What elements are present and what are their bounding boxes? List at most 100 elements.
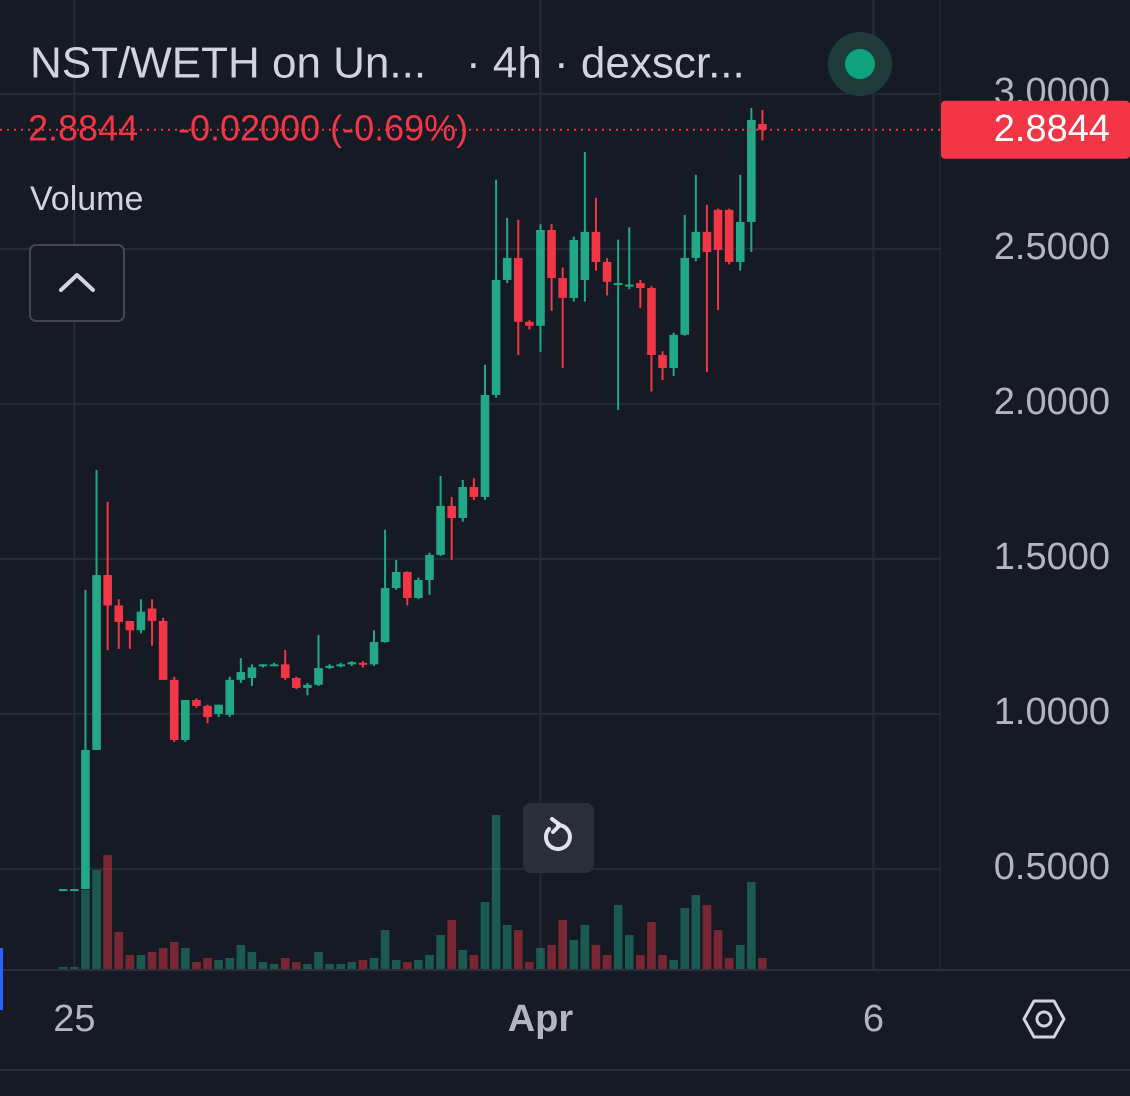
volume-bar xyxy=(303,964,312,970)
candle-body xyxy=(758,124,767,130)
volume-bar xyxy=(125,955,135,970)
volume-bar xyxy=(613,905,623,970)
candle-body xyxy=(258,664,268,667)
volume-bar xyxy=(458,950,468,970)
candle-body xyxy=(491,279,501,395)
candle-body xyxy=(369,642,379,665)
candle-body xyxy=(92,575,101,750)
volume-bar xyxy=(225,958,235,970)
candle-body xyxy=(658,354,667,368)
volume-bar xyxy=(414,960,423,970)
candle-body xyxy=(58,889,68,892)
volume-bar xyxy=(369,958,379,970)
status-dot[interactable] xyxy=(845,49,875,79)
candle-body xyxy=(292,677,301,688)
candle-body xyxy=(502,257,512,280)
candle-body xyxy=(236,672,246,680)
candle-body xyxy=(181,699,190,740)
volume-bar xyxy=(758,958,767,970)
candle-body xyxy=(380,588,390,643)
volume-bar xyxy=(258,962,268,970)
settings-icon-center xyxy=(1035,1010,1053,1028)
candle-body xyxy=(125,620,135,631)
volume-bar xyxy=(525,962,534,970)
candle-body xyxy=(314,668,323,685)
x-tick-label: 25 xyxy=(53,998,95,1040)
candle-body xyxy=(591,231,601,262)
volume-bar xyxy=(358,960,368,970)
volume-bar xyxy=(269,964,279,970)
volume-bar xyxy=(247,952,257,970)
chart-title: NST/WETH on Un... xyxy=(30,39,426,88)
volume-bar xyxy=(203,958,212,970)
volume-layer xyxy=(58,815,767,970)
candle-body xyxy=(136,611,146,631)
candle-body xyxy=(735,221,745,262)
candle-body xyxy=(613,283,623,286)
volume-bar xyxy=(636,955,645,970)
volume-bar xyxy=(92,870,101,970)
volume-bar xyxy=(314,952,323,970)
volume-bar xyxy=(735,945,745,970)
last-price-tag xyxy=(941,100,1130,159)
volume-bar xyxy=(214,960,223,970)
volume-bar xyxy=(669,960,678,970)
candle-body xyxy=(158,620,168,680)
volume-bar xyxy=(380,930,390,970)
candle-body xyxy=(147,608,157,621)
candle-body xyxy=(636,283,645,288)
candle-body xyxy=(624,284,634,287)
change-text: -0.02000 (-0.69%) xyxy=(178,108,468,149)
volume-bar xyxy=(469,955,479,970)
candle-body xyxy=(214,704,223,714)
volume-bar xyxy=(658,955,667,970)
volume-bar xyxy=(513,930,523,970)
volume-bar xyxy=(280,958,290,970)
collapse-button[interactable] xyxy=(29,244,125,322)
candle-body xyxy=(447,505,456,519)
candle-body xyxy=(669,334,678,368)
candle-body xyxy=(70,889,79,892)
candle-body xyxy=(414,580,423,598)
candle-body xyxy=(280,664,290,678)
settings-icon[interactable] xyxy=(1022,999,1066,1039)
volume-bar xyxy=(602,955,612,970)
candle-body xyxy=(81,749,90,890)
reset-button[interactable] xyxy=(523,803,594,873)
volume-label: Volume xyxy=(30,180,143,218)
volume-bar xyxy=(547,945,556,970)
volume-bar xyxy=(680,908,690,970)
candle-body xyxy=(225,679,235,715)
candle-body xyxy=(203,705,212,718)
volume-bar xyxy=(136,955,146,970)
candle-body xyxy=(580,231,590,280)
y-tick-label: 0.5000 xyxy=(994,846,1110,888)
candle-body xyxy=(480,394,490,497)
volume-bar xyxy=(702,905,712,970)
volume-bar xyxy=(181,948,190,970)
edge-marker xyxy=(0,948,3,1010)
candle-body xyxy=(536,230,545,326)
grid xyxy=(0,0,940,970)
candle-body xyxy=(402,571,412,598)
chevron-up-icon xyxy=(59,273,95,292)
volume-bar xyxy=(724,958,734,970)
volume-bar xyxy=(713,930,723,970)
reset-icon-arrow xyxy=(550,817,562,834)
y-tick-label: 2.5000 xyxy=(994,226,1110,268)
volume-bar xyxy=(569,940,579,970)
candle-layer xyxy=(58,107,767,892)
volume-bar xyxy=(103,855,112,970)
volume-bar xyxy=(169,942,179,970)
candle-body xyxy=(702,231,712,253)
volume-bar xyxy=(81,890,90,970)
candle-body xyxy=(513,257,523,322)
volume-bar xyxy=(58,967,68,970)
volume-bar xyxy=(691,895,701,970)
volume-bar xyxy=(402,962,412,970)
last-price-label: 2.8844 xyxy=(994,108,1110,150)
candle-body xyxy=(303,684,312,688)
candle-body xyxy=(425,554,434,581)
